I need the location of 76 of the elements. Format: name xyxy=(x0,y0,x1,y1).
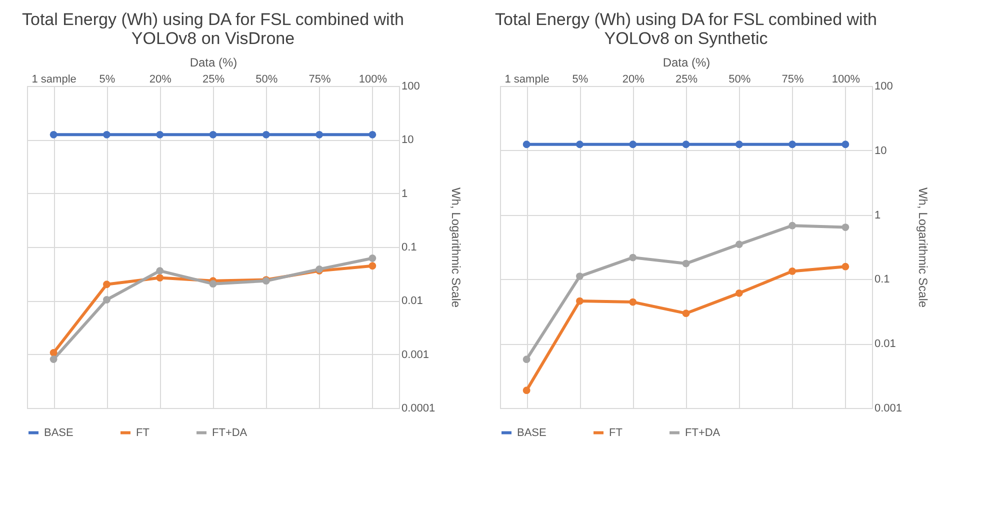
x-tick-label: 1 sample xyxy=(504,74,550,86)
point xyxy=(629,140,637,148)
point xyxy=(682,260,690,268)
y-tick-label: 100 xyxy=(874,80,893,92)
x-tick-label: 5% xyxy=(572,74,588,86)
legend-label: BASE xyxy=(44,426,74,439)
legend-label: FT xyxy=(609,426,623,439)
y-tick-label: 0.01 xyxy=(402,295,423,308)
point xyxy=(682,310,690,318)
x-tick-label: 100% xyxy=(358,74,388,86)
y-tick-label: 100 xyxy=(402,80,420,92)
x-tick-label: 1 sample xyxy=(32,74,76,86)
x-tick-label: 75% xyxy=(782,74,804,86)
x-tick-label: 25% xyxy=(202,74,225,86)
x-tick-label: 5% xyxy=(99,74,116,86)
point xyxy=(262,130,270,138)
point xyxy=(368,254,376,262)
point xyxy=(103,296,110,304)
point xyxy=(368,130,376,138)
x-tick-label: 50% xyxy=(256,74,278,86)
point xyxy=(842,140,850,148)
point xyxy=(522,140,530,148)
y-tick-label: 1 xyxy=(874,209,881,222)
point xyxy=(50,356,58,363)
point xyxy=(522,356,530,364)
point xyxy=(788,268,796,275)
point xyxy=(576,297,584,305)
y-tick-label: 1 xyxy=(402,188,408,200)
legend-label: FT+DA xyxy=(685,426,721,439)
point xyxy=(103,280,110,288)
y-tick-label: 0.001 xyxy=(402,348,430,361)
y-tick-label: 0.001 xyxy=(874,402,902,414)
x-tick-label: 25% xyxy=(675,74,698,86)
point xyxy=(156,274,164,282)
point xyxy=(50,130,58,138)
point xyxy=(842,262,850,270)
point xyxy=(788,222,796,230)
point xyxy=(316,130,323,138)
point xyxy=(788,140,796,148)
y-tick-label: 0.1 xyxy=(402,242,417,254)
point xyxy=(522,386,530,394)
point xyxy=(209,130,217,138)
point xyxy=(156,130,164,138)
point xyxy=(735,140,743,148)
y-tick-label: 0.0001 xyxy=(402,402,436,414)
x-tick-label: 20% xyxy=(149,74,172,86)
point xyxy=(368,262,376,270)
point xyxy=(629,298,637,306)
chart-title: Total Energy (Wh) using DA for FSL combined with YOLOv8 on Synthetic xyxy=(494,10,878,48)
point xyxy=(682,140,690,148)
y-axis-title: Wh, Logarithmic Scale xyxy=(916,187,930,308)
point xyxy=(735,289,743,297)
y-tick-label: 0.01 xyxy=(874,338,896,350)
y-tick-label: 0.1 xyxy=(874,274,890,286)
point xyxy=(156,267,164,275)
point xyxy=(103,130,110,138)
point xyxy=(50,349,58,356)
point xyxy=(842,224,850,231)
legend-label: FT xyxy=(136,426,150,439)
chart-title: Total Energy (Wh) using DA for FSL combined with YOLOv8 on VisDrone xyxy=(22,10,404,48)
y-axis-title: Wh, Logarithmic Scale xyxy=(449,187,464,308)
y-tick-label: 10 xyxy=(874,144,887,157)
y-tick-label: 10 xyxy=(402,134,414,146)
x-tick-label: 50% xyxy=(728,74,751,86)
legend-label: FT+DA xyxy=(212,426,248,439)
x-tick-label: 100% xyxy=(832,74,860,86)
x-axis-title: Data (%) xyxy=(662,56,710,70)
x-axis-title: Data (%) xyxy=(190,56,238,70)
x-tick-label: 75% xyxy=(308,74,332,86)
legend-label: BASE xyxy=(517,426,546,439)
point xyxy=(576,140,584,148)
x-tick-label: 20% xyxy=(622,74,645,86)
point xyxy=(576,272,584,280)
point xyxy=(629,254,637,262)
point xyxy=(735,240,743,248)
point xyxy=(209,280,217,288)
